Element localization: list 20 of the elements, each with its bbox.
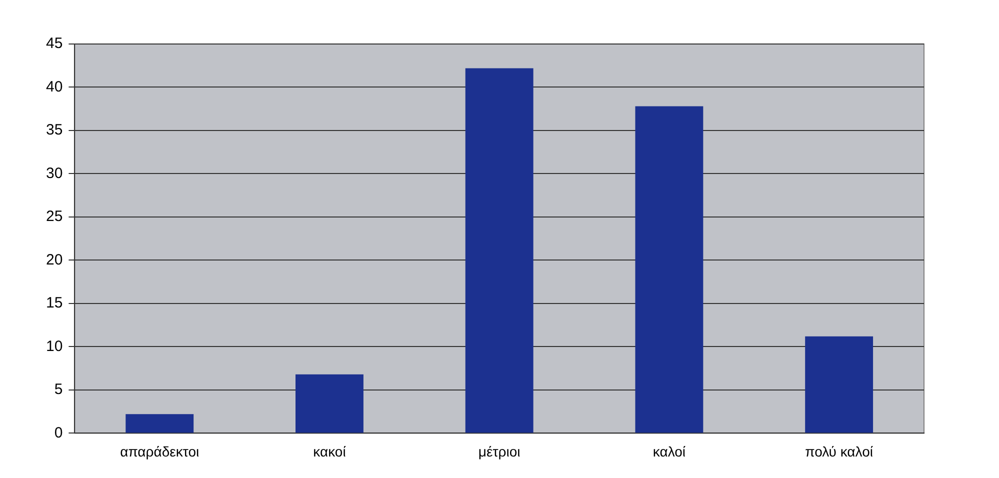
y-tick-label: 30: [46, 164, 63, 182]
bar: [465, 68, 534, 433]
y-tick-label: 35: [46, 122, 63, 139]
x-tick-label: απαράδεκτοι: [120, 443, 200, 460]
y-tick-label: 15: [46, 294, 63, 312]
bar: [635, 106, 704, 433]
bar: [296, 374, 364, 433]
x-tick-label: πολύ καλοί: [805, 443, 873, 460]
bar: [126, 414, 194, 433]
y-tick-label: 0: [54, 424, 63, 442]
y-tick-label: 25: [46, 208, 63, 226]
y-tick-label: 40: [46, 78, 63, 96]
y-tick-label: 10: [46, 338, 63, 355]
x-tick-label: καλοί: [652, 443, 686, 460]
y-tick-label: 45: [46, 35, 63, 52]
x-tick-label: μέτριοι: [478, 443, 520, 460]
bar: [805, 336, 874, 433]
y-tick-label: 5: [54, 381, 63, 398]
x-tick-label: κακοί: [313, 443, 346, 460]
y-tick-label: 20: [46, 251, 63, 268]
